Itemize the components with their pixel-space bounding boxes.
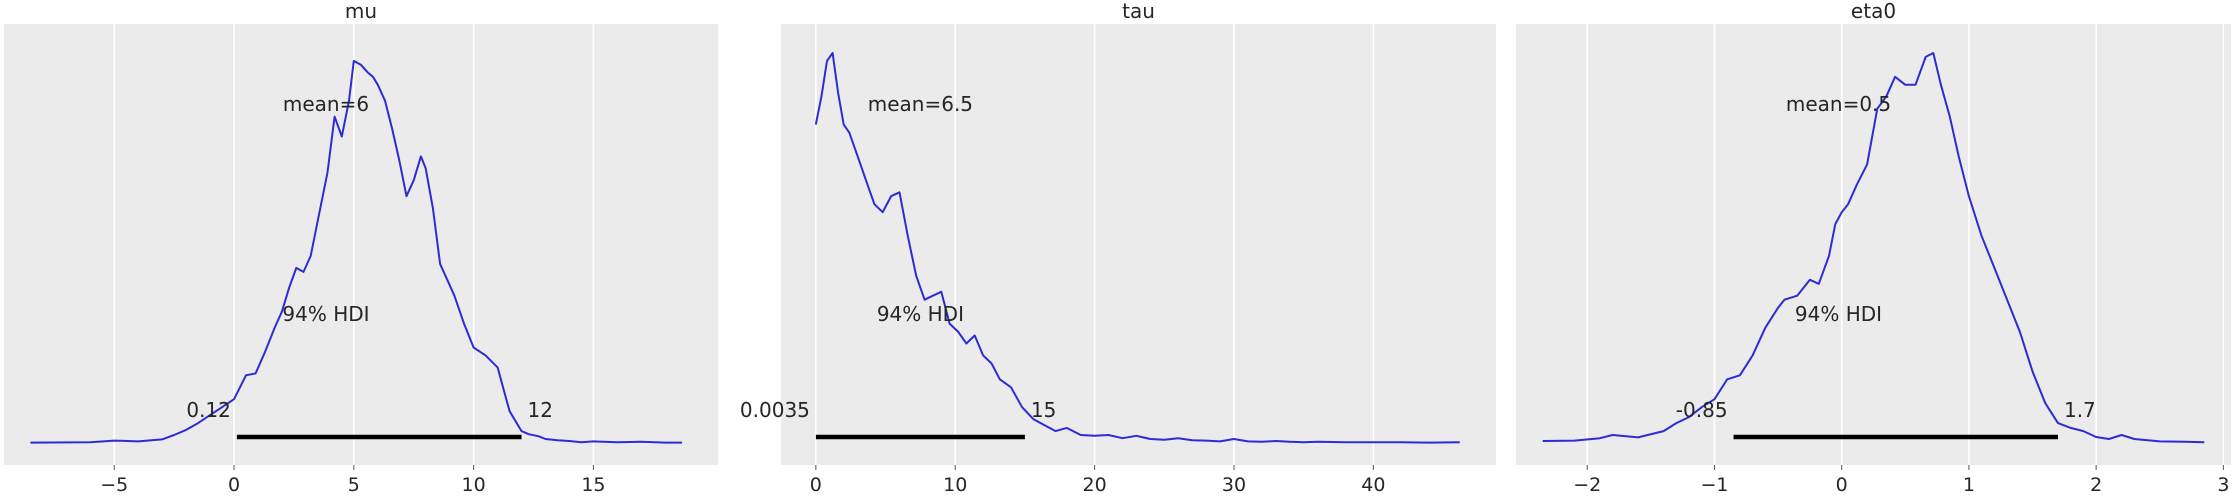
- x-tick-label: 1: [1963, 474, 1975, 496]
- panel-eta0: −2 −1 0 1 2 3 eta0 -0.85 1.7 mean=0.5 94% HDI: [1516, 0, 2231, 496]
- panel-tau: 0 10 20 30 40 tau 0.0035 15 mean=6.5 94% HDI: [740, 0, 1496, 496]
- plot-area: [4, 24, 718, 465]
- panel-title: eta0: [1851, 0, 1896, 23]
- x-tick-label: 10: [462, 474, 486, 496]
- x-tick-label: −5: [100, 474, 128, 496]
- x-tick-label: −1: [1700, 474, 1728, 496]
- mean-label: mean=6.5: [868, 92, 973, 116]
- x-tick-label: 30: [1222, 474, 1246, 496]
- density-curve: [30, 59, 683, 444]
- x-tick-label: 0: [228, 474, 240, 496]
- x-tick-label: −2: [1573, 474, 1601, 496]
- x-tick-label: 0: [810, 474, 822, 496]
- density-curve: [814, 52, 1460, 444]
- mean-label: mean=6: [283, 92, 369, 116]
- hdi-label: 94% HDI: [1795, 302, 1882, 326]
- x-tick-label: 5: [348, 474, 360, 496]
- mean-label: mean=0.5: [1786, 92, 1891, 116]
- panel-title: tau: [1122, 0, 1155, 23]
- x-tick-label: 10: [943, 474, 967, 496]
- x-tick-label: 15: [581, 474, 605, 496]
- x-tick-label: 3: [2217, 474, 2229, 496]
- density-curve: [1542, 52, 2205, 444]
- hdi-label: 94% HDI: [877, 302, 964, 326]
- hdi-lower-label: 0.0035: [740, 398, 810, 422]
- x-tick-label: 2: [2090, 474, 2102, 496]
- hdi-label: 94% HDI: [282, 302, 369, 326]
- plot-area: [1516, 24, 2231, 465]
- hdi-upper-label: 15: [1031, 398, 1056, 422]
- panel-title: mu: [345, 0, 377, 23]
- hdi-upper-label: 1.7: [2064, 398, 2096, 422]
- x-tick-label: 20: [1083, 474, 1107, 496]
- hdi-lower-label: 0.12: [186, 398, 231, 422]
- hdi-upper-label: 12: [528, 398, 553, 422]
- hdi-lower-label: -0.85: [1676, 398, 1728, 422]
- panel-mu: −5 0 5 10 15 mu 0.12 12 mean=6 94% HDI: [4, 0, 718, 496]
- x-tick-label: 0: [1836, 474, 1848, 496]
- plot-area: [781, 24, 1496, 465]
- x-tick-label: 40: [1361, 474, 1385, 496]
